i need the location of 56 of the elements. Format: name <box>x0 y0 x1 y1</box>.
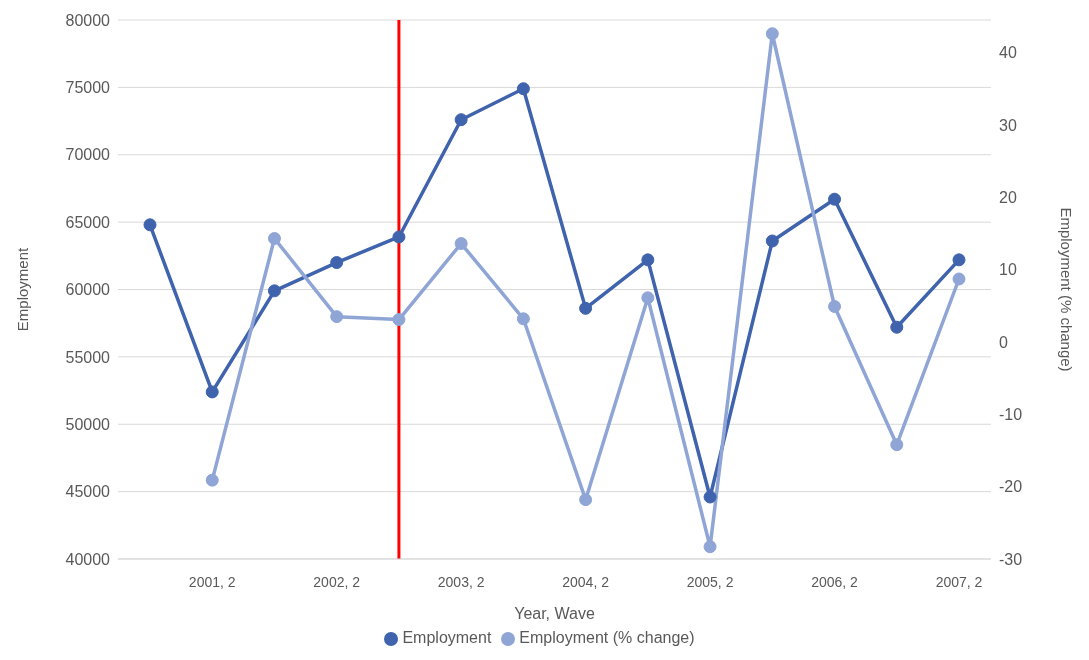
point <box>579 301 593 315</box>
y-axis-title: Employment <box>14 246 32 332</box>
point <box>765 234 779 248</box>
y-tick-label: 45000 <box>65 483 111 501</box>
point <box>516 82 530 96</box>
point <box>641 291 655 305</box>
point <box>641 253 655 267</box>
point <box>703 490 717 504</box>
y-tick-label: 80000 <box>65 11 111 29</box>
point <box>330 256 344 270</box>
point <box>890 320 904 334</box>
point <box>143 218 157 232</box>
y2-tick-label: -20 <box>999 478 1023 496</box>
y2-axis-title: Employment (% change) <box>1057 207 1075 372</box>
point <box>579 493 593 507</box>
x-tick-label: 2003, 2 <box>437 573 485 590</box>
point <box>952 253 966 267</box>
y2-tick-label: 30 <box>999 116 1017 134</box>
point <box>392 313 406 327</box>
point <box>703 540 717 554</box>
point <box>392 230 406 244</box>
point <box>205 473 219 487</box>
y2-tick-label: -30 <box>999 550 1023 568</box>
point <box>454 113 468 127</box>
x-tick-label: 2007, 2 <box>935 573 983 590</box>
y2-tick-label: -10 <box>999 405 1023 423</box>
y2-tick-label: 40 <box>999 44 1017 62</box>
y2-tick-label: 20 <box>999 188 1017 206</box>
x-tick-label: 2001, 2 <box>188 573 236 590</box>
legend-label: Employment (% change) <box>519 629 695 646</box>
point <box>267 284 281 298</box>
y-tick-label: 75000 <box>65 79 111 97</box>
y-tick-label: 55000 <box>65 348 111 366</box>
y2-tick-label: 0 <box>999 333 1008 351</box>
point <box>454 237 468 251</box>
point <box>890 438 904 452</box>
y-tick-label: 65000 <box>65 213 111 231</box>
point <box>330 310 344 324</box>
y-tick-label: 60000 <box>65 281 111 299</box>
point <box>516 312 530 326</box>
x-tick-label: 2002, 2 <box>313 573 361 590</box>
y-tick-label: 50000 <box>65 415 111 433</box>
point <box>828 192 842 206</box>
x-tick-label: 2006, 2 <box>811 573 859 590</box>
point <box>205 385 219 399</box>
legend-label: Employment <box>402 629 492 646</box>
x-tick-label: 2005, 2 <box>686 573 734 590</box>
point <box>952 272 966 286</box>
point <box>765 27 779 41</box>
x-tick-label: 2004, 2 <box>562 573 610 590</box>
point <box>828 300 842 313</box>
y2-tick-label: 10 <box>999 261 1017 279</box>
x-axis-title: Year, Wave <box>514 605 595 622</box>
point <box>267 231 281 245</box>
y-tick-label: 40000 <box>65 550 111 568</box>
y-tick-label: 70000 <box>65 146 111 164</box>
